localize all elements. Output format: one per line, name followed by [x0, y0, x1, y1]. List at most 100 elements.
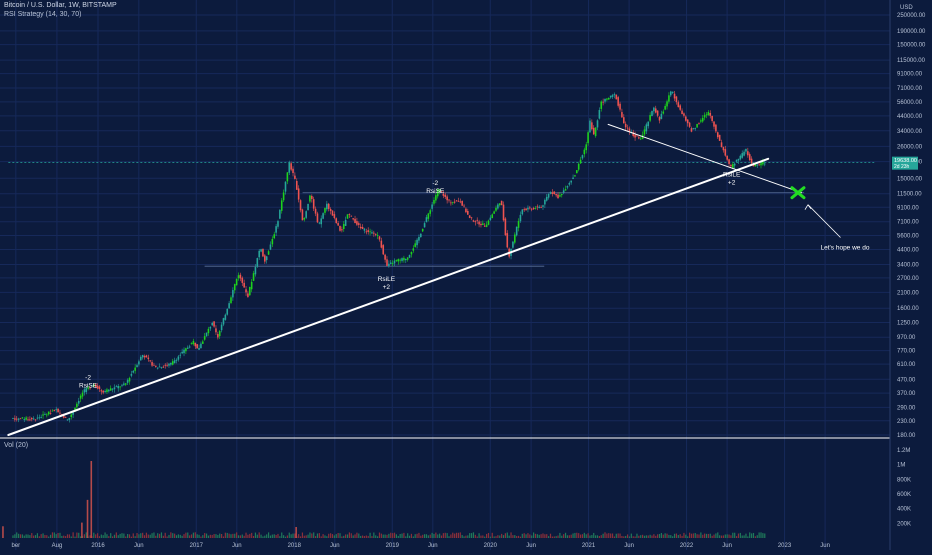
volume-bar: [179, 534, 181, 538]
volume-bar: [311, 533, 313, 538]
candle-body: [534, 208, 537, 209]
candle-body: [55, 409, 58, 410]
candle-body: [438, 189, 441, 192]
candle-body: [19, 418, 22, 420]
volume-bar: [86, 499, 89, 538]
candle-body: [49, 412, 52, 414]
axes: USD 250000.00 190000.00 150000.00 115000.00 9…: [12, 0, 932, 550]
candle-body: [442, 193, 445, 196]
candle-body: [217, 334, 219, 338]
candle-body: [478, 221, 480, 225]
candle-body: [529, 207, 531, 209]
candle-body: [258, 250, 260, 258]
volume-legend[interactable]: Vol (20): [4, 442, 29, 449]
volume-bar: [653, 534, 655, 538]
volume-bar: [376, 536, 379, 538]
symbol-title[interactable]: Bitcoin / U.S. Dollar, 1W, BITSTAMP: [4, 2, 117, 9]
candle-body: [589, 120, 591, 133]
time-tick-label: Jun: [330, 543, 340, 549]
volume-bar: [113, 534, 116, 538]
candle-body: [147, 357, 150, 360]
volume-bar: [204, 533, 206, 538]
volume-bar: [196, 534, 198, 538]
volume-bar: [628, 536, 631, 538]
candle-body: [459, 201, 462, 203]
volume-bar: [728, 534, 730, 538]
time-tick-label: Jun: [232, 543, 242, 549]
volume-bar: [333, 535, 335, 538]
candle-body: [108, 389, 110, 392]
volume-bar: [307, 534, 309, 538]
volume-bar: [2, 526, 4, 538]
time-tick-label: Jun: [526, 543, 536, 549]
time-tick-label: 2021: [582, 543, 596, 549]
volume-bar: [354, 534, 356, 538]
volume-bar: [613, 536, 616, 538]
volume-bar: [410, 533, 413, 538]
volume-bar: [23, 535, 25, 538]
price-tick-label: 250000.00: [897, 13, 926, 19]
volume-bar: [422, 534, 424, 538]
candle-body: [40, 417, 42, 418]
volume-bar: [252, 535, 255, 538]
volume-bar: [219, 533, 221, 538]
volume-bar: [185, 532, 187, 538]
candle-body: [136, 365, 138, 368]
volume-bar: [563, 534, 565, 538]
volume-bar: [104, 532, 106, 538]
indicator-legend[interactable]: RSI Strategy (14, 30, 70): [4, 11, 82, 18]
volume-bar: [660, 532, 662, 538]
volume-bar: [168, 534, 170, 538]
candle-body: [252, 273, 255, 281]
candle-body: [245, 289, 247, 293]
volume-bar: [324, 535, 326, 538]
price-tick-label: 1600.00: [897, 306, 919, 312]
candle-body: [418, 236, 420, 241]
candle-body: [202, 341, 204, 344]
candle-body: [517, 221, 520, 228]
candle-body: [271, 238, 274, 245]
candle-body: [247, 293, 249, 297]
time-tick-label: 2019: [386, 543, 400, 549]
trendlines[interactable]: [7, 123, 802, 436]
candle-body: [295, 180, 298, 190]
candle-body: [446, 196, 448, 201]
callout-arrowhead: [804, 204, 812, 210]
volume-bar: [696, 534, 698, 538]
volume-bar: [281, 532, 283, 538]
candle-body: [513, 234, 516, 243]
volume-bar: [36, 533, 39, 538]
candle-body: [576, 170, 578, 174]
volume-bar: [149, 534, 151, 538]
volume-bar: [559, 532, 561, 538]
last-price-value: 19638.00: [894, 158, 917, 164]
volume-bar: [142, 532, 144, 538]
volume-bar: [115, 532, 117, 538]
volume-bar: [55, 534, 57, 538]
candle-body: [342, 224, 345, 229]
candle-body: [70, 414, 73, 418]
volume-bar: [100, 534, 102, 538]
volume-bar: [271, 534, 273, 538]
volume-bar: [346, 534, 349, 538]
candle-body: [91, 385, 93, 387]
candle-body: [623, 117, 625, 124]
volume-bar: [213, 534, 215, 538]
price-tick-label: 7100.00: [897, 220, 919, 226]
volume-bar: [134, 536, 136, 538]
volume-bar: [484, 536, 486, 538]
volume-bar: [341, 536, 343, 538]
candle-body: [617, 97, 619, 106]
volume-bar: [183, 534, 185, 538]
volume-bar: [18, 533, 20, 538]
volume-bar: [700, 532, 702, 538]
volume-bar: [734, 532, 736, 538]
volume-bar: [224, 532, 226, 538]
time-tick-label: 2017: [190, 543, 204, 549]
candle-body: [600, 101, 603, 109]
volume-bar: [59, 532, 61, 538]
volume-bar: [439, 533, 441, 538]
volume-bar: [305, 535, 307, 538]
